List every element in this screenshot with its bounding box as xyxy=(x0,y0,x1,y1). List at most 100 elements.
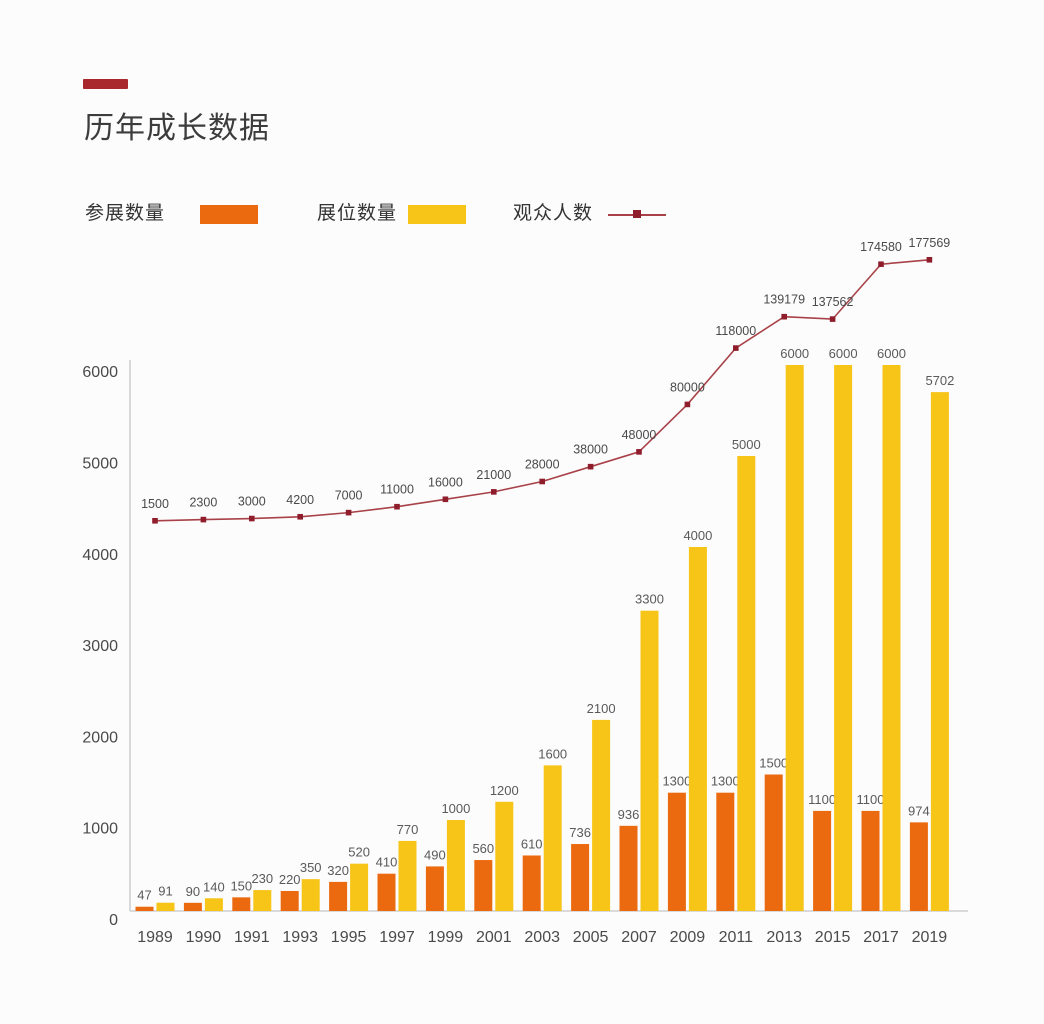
bar-booths xyxy=(688,547,707,911)
bar-exhibitors xyxy=(474,860,493,911)
visitors-value-label: 28000 xyxy=(525,457,560,471)
bar-exhibitors xyxy=(909,822,928,911)
bar-booths xyxy=(204,898,223,911)
x-tick-label: 1997 xyxy=(379,929,415,946)
y-tick-label: 3000 xyxy=(82,638,118,655)
bar-value-label: 1000 xyxy=(441,801,470,816)
bar-value-label: 6000 xyxy=(829,346,858,361)
x-tick-label: 2001 xyxy=(476,929,512,946)
visitors-point xyxy=(926,256,933,263)
x-tick-label: 2011 xyxy=(719,929,754,946)
bar-exhibitors xyxy=(522,855,541,911)
page-title: 历年成长数据 xyxy=(84,112,270,145)
bar-exhibitors xyxy=(667,792,686,911)
chart-legend: 参展数量 展位数量 观众人数 xyxy=(0,203,1044,227)
bar-value-label: 3300 xyxy=(635,592,664,607)
bar-exhibitors xyxy=(377,873,396,911)
y-tick-label: 4000 xyxy=(82,547,118,564)
y-tick-label: 5000 xyxy=(82,456,118,473)
visitors-point xyxy=(345,509,352,516)
x-tick-label: 2007 xyxy=(621,929,657,946)
visitors-value-label: 174580 xyxy=(860,240,902,254)
bar-booths xyxy=(156,902,175,911)
legend-label-visitors: 观众人数 xyxy=(513,203,594,224)
bar-exhibitors xyxy=(183,902,202,911)
bar-value-label: 1500 xyxy=(759,756,788,771)
bar-value-label: 140 xyxy=(203,879,225,894)
visitors-value-label: 4200 xyxy=(286,493,314,507)
visitors-point xyxy=(539,478,545,485)
bar-booths xyxy=(640,610,659,911)
x-tick-label: 1995 xyxy=(331,929,367,946)
bar-value-label: 770 xyxy=(397,822,419,837)
bar-booths xyxy=(350,863,369,911)
legend-swatch-booths xyxy=(408,205,466,224)
bar-booths xyxy=(495,801,514,911)
bar-booths xyxy=(737,456,756,911)
bar-exhibitors xyxy=(135,906,154,911)
bar-exhibitors xyxy=(813,810,832,911)
bar-value-label: 560 xyxy=(472,841,494,856)
title-accent-bar xyxy=(83,79,128,89)
bar-booths xyxy=(930,392,949,911)
visitors-value-label: 80000 xyxy=(670,380,705,394)
bar-value-label: 1600 xyxy=(538,746,567,761)
bar-value-label: 350 xyxy=(300,860,322,875)
x-tick-label: 2003 xyxy=(524,929,560,946)
bar-exhibitors xyxy=(716,792,735,911)
bar-value-label: 230 xyxy=(251,871,273,886)
visitors-point xyxy=(249,515,255,522)
visitors-point xyxy=(152,517,158,524)
bar-exhibitors xyxy=(619,825,638,911)
bar-booths xyxy=(785,365,804,911)
bar-value-label: 220 xyxy=(279,872,301,887)
bar-exhibitors xyxy=(329,881,348,911)
visitors-value-label: 137562 xyxy=(812,295,854,309)
bar-value-label: 936 xyxy=(618,807,640,822)
bar-value-label: 1300 xyxy=(711,774,740,789)
bar-exhibitors xyxy=(425,866,444,911)
bar-value-label: 90 xyxy=(186,884,200,899)
x-tick-label: 1989 xyxy=(137,929,173,946)
bar-value-label: 47 xyxy=(137,888,151,903)
y-tick-label: 2000 xyxy=(82,729,118,746)
bar-booths xyxy=(834,365,853,911)
legend-swatch-exhibitors xyxy=(200,205,258,224)
bar-value-label: 5000 xyxy=(732,437,761,452)
visitors-value-label: 3000 xyxy=(238,495,266,509)
visitors-value-label: 16000 xyxy=(428,475,463,489)
legend-line-sample xyxy=(608,205,666,224)
visitors-value-label: 139179 xyxy=(763,293,805,307)
bar-exhibitors xyxy=(280,890,299,911)
bar-value-label: 490 xyxy=(424,847,446,862)
x-tick-label: 1990 xyxy=(186,929,222,946)
visitors-value-label: 118000 xyxy=(715,324,756,338)
visitors-value-label: 11000 xyxy=(380,483,414,497)
visitors-point xyxy=(878,261,884,268)
bar-value-label: 5702 xyxy=(925,373,954,388)
bar-exhibitors xyxy=(764,774,783,911)
x-tick-label: 2017 xyxy=(863,929,899,946)
bar-value-label: 91 xyxy=(158,884,172,899)
legend-label-booths: 展位数量 xyxy=(317,203,398,224)
x-tick-label: 1991 xyxy=(234,929,270,946)
bar-value-label: 1100 xyxy=(808,792,836,807)
bar-value-label: 410 xyxy=(376,855,398,870)
visitors-point xyxy=(394,503,400,510)
visitors-point xyxy=(636,449,642,455)
bar-value-label: 2100 xyxy=(587,701,616,716)
bar-value-label: 610 xyxy=(521,836,543,851)
bar-value-label: 6000 xyxy=(877,346,906,361)
y-tick-label: 1000 xyxy=(82,821,118,838)
visitors-point xyxy=(587,463,594,470)
bar-exhibitors xyxy=(571,844,590,911)
visitors-value-label: 1500 xyxy=(141,497,169,511)
x-tick-label: 2013 xyxy=(766,929,802,946)
visitors-value-label: 177569 xyxy=(909,236,951,250)
visitors-value-label: 2300 xyxy=(189,496,217,510)
bar-booths xyxy=(592,719,611,911)
x-tick-label: 2015 xyxy=(815,929,851,946)
bar-booths xyxy=(446,820,465,911)
